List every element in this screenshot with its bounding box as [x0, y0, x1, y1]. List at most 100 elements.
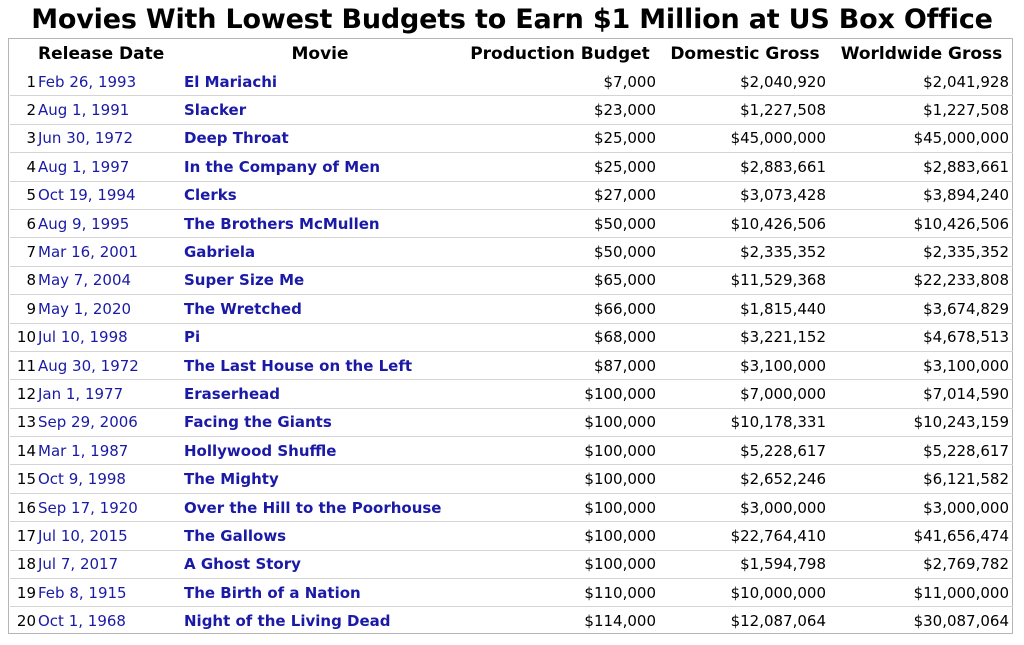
worldwide-gross: $45,000,000 [830, 124, 1013, 154]
domestic-gross: $3,100,000 [660, 351, 830, 381]
release-date-link[interactable]: Oct 1, 1968 [38, 612, 126, 631]
movie-title-link[interactable]: The Wretched [180, 294, 460, 324]
movie-title-link[interactable]: Eraserhead [180, 379, 460, 409]
row-rank: 18 [10, 550, 38, 580]
row-rank: 2 [10, 95, 38, 125]
table-row: 1 Feb 26, 1993 El Mariachi $7,000 $2,040,920… [10, 68, 1013, 97]
production-budget: $100,000 [460, 493, 660, 523]
movie-title-link[interactable]: Over the Hill to the Poorhouse [180, 493, 460, 523]
table-row: 4 Aug 1, 1997 In the Company of Men $25,000… [10, 152, 1013, 182]
row-rank: 17 [10, 521, 38, 551]
movie-title-link[interactable]: Night of the Living Dead [184, 612, 391, 631]
row-rank: 16 [10, 493, 38, 523]
release-date-link[interactable]: Jul 10, 2015 [38, 521, 180, 551]
release-date-link[interactable]: Aug 9, 1995 [38, 209, 180, 239]
table-row: 15 Oct 9, 1998 The Mighty $100,000 $2,652,24… [10, 464, 1013, 494]
worldwide-gross: $11,000,000 [830, 578, 1013, 608]
release-date-link[interactable]: May 1, 2020 [38, 294, 180, 324]
domestic-gross: $7,000,000 [660, 379, 830, 409]
release-date-link[interactable]: Jul 7, 2017 [38, 550, 180, 580]
table-row: 13 Sep 29, 2006 Facing the Giants $100,000 $… [10, 408, 1013, 438]
production-budget: $100,000 [460, 379, 660, 409]
table-body: 1 Feb 26, 1993 El Mariachi $7,000 $2,040,920… [10, 68, 1013, 635]
release-date-link[interactable]: Aug 1, 1997 [38, 152, 180, 182]
table-row: 19 Feb 8, 1915 The Birth of a Nation $110,0… [10, 578, 1013, 608]
movie-title-link[interactable]: Clerks [180, 181, 460, 210]
movie-title-link[interactable]: Hollywood Shuffle [180, 436, 460, 466]
domestic-gross: $11,529,368 [660, 266, 830, 296]
table-row: 5 Oct 19, 1994 Clerks $27,000 $3,073,428 $3,8… [10, 181, 1013, 210]
production-budget: $66,000 [460, 294, 660, 324]
header-movie[interactable]: Movie [291, 44, 349, 64]
release-date-link[interactable]: Aug 1, 1991 [38, 95, 180, 125]
production-budget: $50,000 [460, 237, 660, 267]
release-date-link[interactable]: Mar 16, 2001 [38, 237, 180, 267]
header-production-budget[interactable]: Production Budget [470, 44, 650, 64]
table-row: 12 Jan 1, 1977 Eraserhead $100,000 $7,000,00… [10, 379, 1013, 409]
worldwide-gross: $2,041,928 [830, 68, 1013, 97]
movie-title-link[interactable]: The Gallows [180, 521, 460, 551]
release-date-link[interactable]: Mar 1, 1987 [38, 436, 180, 466]
table-row: 14 Mar 1, 1987 Hollywood Shuffle $100,000 $5… [10, 436, 1013, 466]
domestic-gross: $1,594,798 [660, 550, 830, 580]
worldwide-gross: $7,014,590 [830, 379, 1013, 409]
release-date-link[interactable]: Aug 30, 1972 [38, 351, 180, 381]
worldwide-gross: $4,678,513 [830, 323, 1013, 352]
production-budget: $100,000 [460, 550, 660, 580]
production-budget: $100,000 [460, 521, 660, 551]
worldwide-gross: $30,087,064 [913, 612, 1009, 631]
domestic-gross: $10,426,506 [660, 209, 830, 239]
release-date-link[interactable]: Jun 30, 1972 [38, 124, 180, 154]
domestic-gross: $12,087,064 [730, 612, 826, 631]
row-rank: 6 [10, 209, 38, 239]
domestic-gross: $3,073,428 [660, 181, 830, 210]
production-budget: $25,000 [460, 124, 660, 154]
row-rank: 14 [10, 436, 38, 466]
movie-title-link[interactable]: The Last House on the Left [180, 351, 460, 381]
row-rank: 10 [10, 323, 38, 352]
table-header-row: Release Date Movie Production Budget Dom… [10, 40, 1013, 68]
worldwide-gross: $3,894,240 [830, 181, 1013, 210]
table-row: 7 Mar 16, 2001 Gabriela $50,000 $2,335,352 $2… [10, 237, 1013, 267]
table-row: 17 Jul 10, 2015 The Gallows $100,000 $22,764… [10, 521, 1013, 551]
worldwide-gross: $3,100,000 [830, 351, 1013, 381]
movie-title-link[interactable]: A Ghost Story [180, 550, 460, 580]
movie-title-link[interactable]: Slacker [180, 95, 460, 125]
row-rank: 15 [10, 464, 38, 494]
movie-title-link[interactable]: Pi [180, 323, 460, 352]
release-date-link[interactable]: Oct 9, 1998 [38, 464, 180, 494]
movie-title-link[interactable]: The Brothers McMullen [180, 209, 460, 239]
domestic-gross: $3,000,000 [660, 493, 830, 523]
row-rank: 19 [10, 578, 38, 608]
worldwide-gross: $5,228,617 [830, 436, 1013, 466]
worldwide-gross: $22,233,808 [830, 266, 1013, 296]
worldwide-gross: $3,674,829 [830, 294, 1013, 324]
domestic-gross: $2,652,246 [660, 464, 830, 494]
movie-title-link[interactable]: The Birth of a Nation [180, 578, 460, 608]
release-date-link[interactable]: Oct 19, 1994 [38, 181, 180, 210]
release-date-link[interactable]: Feb 8, 1915 [38, 578, 180, 608]
header-domestic-gross[interactable]: Domestic Gross [670, 44, 820, 64]
table-row: 9 May 1, 2020 The Wretched $66,000 $1,815,44… [10, 294, 1013, 324]
release-date-link[interactable]: Jul 10, 1998 [38, 323, 180, 352]
row-rank: 3 [10, 124, 38, 154]
worldwide-gross: $3,000,000 [830, 493, 1013, 523]
movie-title-link[interactable]: Super Size Me [180, 266, 460, 296]
production-budget: $7,000 [460, 68, 660, 97]
worldwide-gross: $1,227,508 [830, 95, 1013, 125]
release-date-link[interactable]: Sep 17, 1920 [38, 493, 180, 523]
movie-title-link[interactable]: Deep Throat [180, 124, 460, 154]
release-date-link[interactable]: Jan 1, 1977 [38, 379, 180, 409]
movie-title-link[interactable]: Facing the Giants [180, 408, 460, 438]
header-worldwide-gross[interactable]: Worldwide Gross [840, 44, 1003, 64]
movie-title-link[interactable]: Gabriela [180, 237, 460, 267]
production-budget: $100,000 [460, 464, 660, 494]
header-release-date[interactable]: Release Date [38, 44, 165, 64]
release-date-link[interactable]: Sep 29, 2006 [38, 408, 180, 438]
release-date-link[interactable]: Feb 26, 1993 [38, 68, 180, 97]
movie-title-link[interactable]: In the Company of Men [180, 152, 460, 182]
movie-title-link[interactable]: El Mariachi [180, 68, 460, 97]
domestic-gross: $22,764,410 [660, 521, 830, 551]
movie-title-link[interactable]: The Mighty [180, 464, 460, 494]
release-date-link[interactable]: May 7, 2004 [38, 266, 180, 296]
